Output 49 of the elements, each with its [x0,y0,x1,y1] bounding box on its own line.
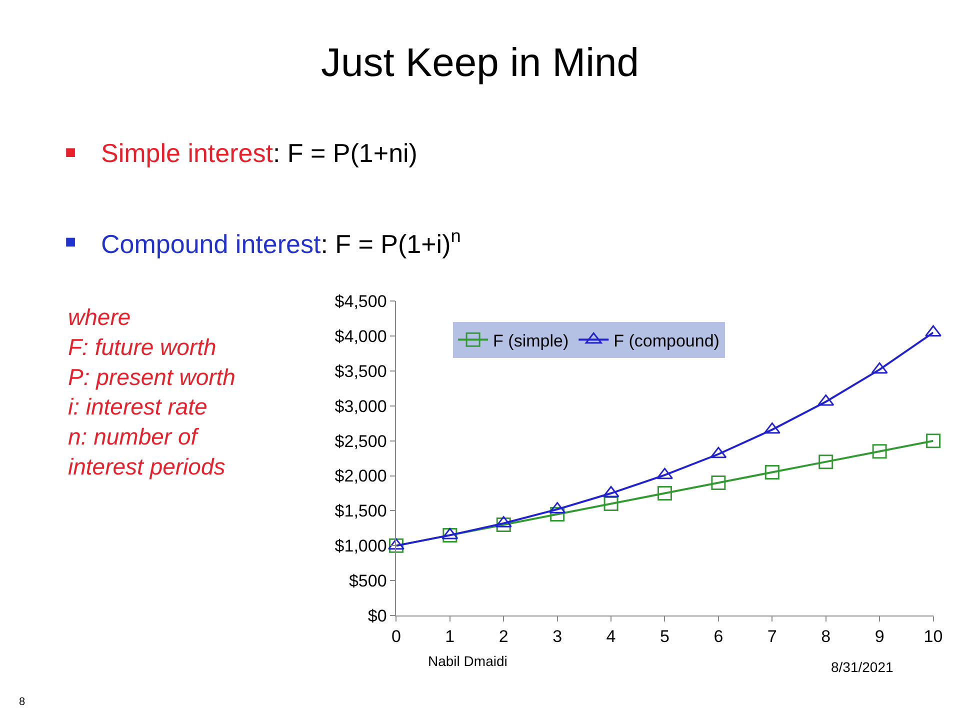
point [442,528,458,542]
y-tick-label: $2,500 [334,432,387,451]
y-tick-label: $4,000 [334,326,387,346]
point [710,446,727,458]
point [442,528,458,540]
text: where F: future worth P: present worth i: interest rate n: number of interest periods [68,304,236,480]
text: Nabil Dmaidi [428,653,508,669]
y-tick-label: $3,000 [334,396,387,416]
legend-label: F (simple) [493,331,569,350]
point [496,517,511,532]
chart-title: Just Keep in Mind [321,41,639,85]
y-tick-label: $500 [348,572,387,591]
point [871,362,888,374]
x-tick-label: 5 [660,626,670,646]
y-tick-label: $3,500 [334,362,387,381]
point [926,434,941,448]
point [818,454,834,470]
x-tick-label: 1 [445,626,455,646]
text: Compound interest [101,228,322,259]
x-tick-label: 0 [391,626,401,646]
y-tick-label: $1,500 [334,502,387,521]
x-tick-label: 6 [714,626,724,646]
x-tick-label: 3 [552,626,562,646]
point [604,496,618,511]
point [657,486,672,501]
point [925,325,942,337]
point [764,422,780,434]
point [550,506,565,522]
y-tick-label: $4,500 [334,292,387,312]
point [818,394,834,406]
x-tick-label: 2 [498,626,508,646]
text: 8/31/2021 [831,659,894,675]
legend-label: F (compound) [614,331,720,350]
point [764,465,780,480]
text: 8 [19,696,26,708]
x-tick-label: 8 [821,626,831,646]
point [388,538,404,550]
x-tick-label: 9 [874,626,884,646]
text: Simple interest [101,138,274,168]
x-tick-label: 10 [924,626,943,646]
x-tick-label: 4 [606,626,616,646]
point [388,538,404,553]
point [656,468,673,480]
y-tick-label: $2,000 [334,466,387,486]
point [872,444,887,459]
y-tick-label: $0 [368,606,387,626]
y-tick-label: $1,000 [334,536,387,556]
point [711,476,726,490]
x-tick-label: 7 [767,626,777,646]
